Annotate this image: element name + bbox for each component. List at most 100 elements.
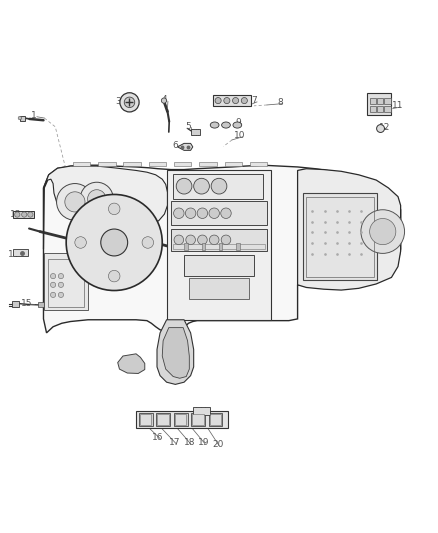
Circle shape	[209, 208, 219, 219]
Circle shape	[370, 219, 396, 245]
Bar	[157, 414, 169, 425]
Bar	[171, 229, 267, 251]
Circle shape	[197, 208, 208, 219]
Bar	[201, 243, 205, 250]
Circle shape	[14, 212, 20, 217]
Text: 17: 17	[169, 438, 180, 447]
Circle shape	[224, 98, 230, 103]
Circle shape	[21, 212, 27, 217]
Text: 4: 4	[162, 95, 167, 104]
Text: 11: 11	[392, 101, 404, 110]
Circle shape	[80, 182, 113, 215]
Circle shape	[101, 229, 127, 256]
Text: 14: 14	[8, 250, 19, 259]
Circle shape	[109, 270, 120, 282]
Bar	[306, 197, 374, 277]
Bar	[370, 106, 376, 112]
Bar	[213, 95, 251, 106]
Text: 13: 13	[10, 211, 22, 220]
Circle shape	[142, 237, 154, 248]
Bar	[250, 161, 268, 166]
Circle shape	[65, 192, 85, 212]
Circle shape	[109, 203, 120, 215]
Circle shape	[361, 210, 405, 253]
Circle shape	[120, 93, 139, 112]
Bar	[210, 414, 221, 425]
Circle shape	[50, 282, 56, 287]
Bar	[48, 259, 84, 306]
Bar	[377, 106, 383, 112]
Text: 8: 8	[277, 98, 283, 107]
Circle shape	[173, 208, 184, 219]
Text: 6: 6	[173, 141, 178, 150]
Bar	[136, 410, 228, 428]
Bar	[193, 407, 210, 415]
Text: 21: 21	[218, 422, 229, 430]
Text: 12: 12	[379, 123, 391, 132]
Bar	[219, 243, 223, 250]
Polygon shape	[166, 171, 272, 320]
Bar	[237, 243, 240, 250]
Bar	[13, 211, 34, 219]
Text: 10: 10	[234, 131, 246, 140]
Circle shape	[66, 195, 162, 290]
Circle shape	[186, 235, 195, 245]
Circle shape	[75, 237, 86, 248]
Circle shape	[215, 98, 221, 103]
Circle shape	[174, 235, 184, 245]
Bar	[98, 161, 116, 166]
Bar	[140, 414, 151, 425]
Polygon shape	[162, 328, 189, 378]
Circle shape	[28, 212, 33, 217]
Ellipse shape	[233, 122, 242, 128]
Bar	[175, 414, 186, 425]
Bar	[139, 413, 152, 426]
Bar	[173, 244, 265, 249]
Bar	[199, 161, 217, 166]
Bar	[191, 413, 205, 426]
Polygon shape	[118, 354, 145, 374]
Circle shape	[58, 273, 64, 279]
Bar	[171, 201, 267, 225]
Bar	[303, 193, 377, 280]
Polygon shape	[297, 169, 401, 290]
Circle shape	[377, 125, 385, 133]
Circle shape	[198, 235, 207, 245]
Bar	[192, 414, 204, 425]
Circle shape	[161, 98, 166, 103]
Circle shape	[221, 208, 231, 219]
Bar	[191, 129, 200, 135]
Ellipse shape	[222, 122, 230, 128]
Circle shape	[58, 292, 64, 297]
Circle shape	[185, 208, 196, 219]
Circle shape	[57, 183, 93, 220]
Text: 3: 3	[116, 97, 121, 106]
Bar	[156, 413, 170, 426]
Polygon shape	[43, 165, 401, 333]
Polygon shape	[43, 166, 167, 249]
Circle shape	[194, 179, 209, 194]
Circle shape	[50, 273, 56, 279]
Bar	[173, 174, 263, 199]
Circle shape	[88, 190, 106, 208]
Bar	[73, 161, 90, 166]
Circle shape	[233, 98, 239, 103]
Bar	[189, 278, 249, 299]
Circle shape	[58, 282, 64, 287]
Bar	[370, 98, 376, 104]
Circle shape	[124, 97, 135, 108]
Polygon shape	[157, 320, 194, 384]
Text: 7: 7	[251, 96, 257, 105]
Circle shape	[221, 235, 231, 245]
Circle shape	[209, 235, 219, 245]
Circle shape	[211, 179, 227, 194]
Bar	[385, 98, 391, 104]
Bar	[38, 302, 44, 306]
Text: 5: 5	[186, 122, 191, 131]
Text: 15: 15	[21, 299, 33, 308]
Bar	[124, 161, 141, 166]
Bar	[225, 161, 242, 166]
Bar	[12, 302, 19, 306]
Text: 1: 1	[31, 111, 36, 120]
Ellipse shape	[210, 122, 219, 128]
